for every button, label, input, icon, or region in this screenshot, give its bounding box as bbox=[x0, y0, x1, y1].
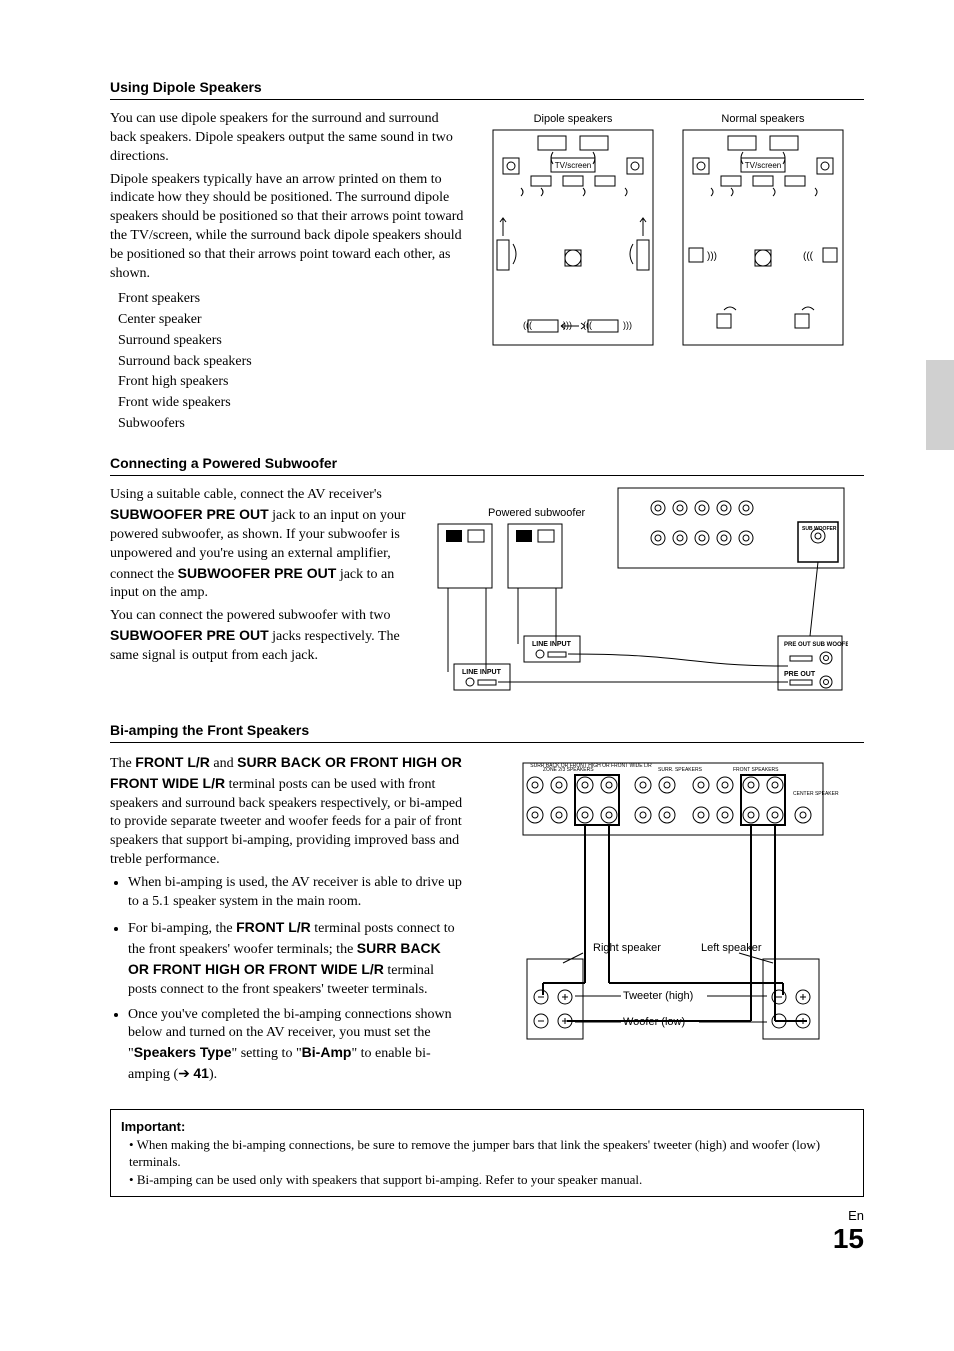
speaker-list: Front speakers Center speaker Surround s… bbox=[110, 290, 465, 434]
biamp-bullet-3: Once you've completed the bi-amping conn… bbox=[128, 1006, 465, 1086]
speaker-list-item: Center speaker bbox=[118, 311, 465, 330]
speaker-list-item: Subwoofers bbox=[118, 415, 465, 434]
svg-text:FRONT SPEAKERS: FRONT SPEAKERS bbox=[733, 767, 779, 773]
biamp-diagram: ZONE 2/3 SPEAKERS SURR BACK OR FRONT HIG… bbox=[483, 753, 864, 1091]
svg-text:Woofer (low): Woofer (low) bbox=[623, 1016, 685, 1028]
svg-text:(((: ((( bbox=[583, 320, 592, 330]
dipole-para2: Dipole speakers typically have an arrow … bbox=[110, 171, 465, 284]
important-box: Important: • When making the bi-amping c… bbox=[110, 1109, 864, 1197]
speaker-list-item: Front wide speakers bbox=[118, 394, 465, 413]
svg-text:(((: ((( bbox=[523, 320, 532, 330]
speaker-list-item: Surround back speakers bbox=[118, 353, 465, 372]
svg-text:Tweeter (high): Tweeter (high) bbox=[623, 990, 693, 1002]
dipole-diagram: Dipole speakers TV/screen bbox=[483, 110, 864, 436]
section-title-biamp: Bi-amping the Front Speakers bbox=[110, 721, 864, 743]
svg-text:SUB WOOFER: SUB WOOFER bbox=[802, 526, 837, 532]
section-title-dipole: Using Dipole Speakers bbox=[110, 78, 864, 100]
biamp-bullet-1: When bi-amping is used, the AV receiver … bbox=[128, 874, 465, 912]
important-heading: Important: bbox=[121, 1118, 853, 1136]
dipole-para1: You can use dipole speakers for the surr… bbox=[110, 110, 465, 167]
page-lang: En bbox=[110, 1207, 864, 1225]
important-note-1: When making the bi-amping connections, b… bbox=[129, 1137, 820, 1170]
sub-para1: Using a suitable cable, connect the AV r… bbox=[110, 486, 410, 603]
page-number: 15 bbox=[110, 1225, 864, 1253]
svg-text:TV/screen: TV/screen bbox=[555, 161, 591, 170]
svg-text:(((: ((( bbox=[803, 251, 814, 262]
svg-text:LINE INPUT: LINE INPUT bbox=[462, 669, 502, 676]
svg-text:TV/screen: TV/screen bbox=[745, 161, 781, 170]
svg-text:))): ))) bbox=[707, 251, 717, 262]
svg-text:))): ))) bbox=[623, 320, 632, 330]
svg-text:PRE OUT SUB WOOFER: PRE OUT SUB WOOFER bbox=[784, 642, 848, 648]
sub-para2: You can connect the powered subwoofer wi… bbox=[110, 607, 410, 666]
subwoofer-diagram: Powered subwoofer LINE INPUT LINE INPUT bbox=[428, 486, 864, 703]
svg-text:LINE INPUT: LINE INPUT bbox=[532, 641, 572, 648]
biamp-para: The FRONT L/R and SURR BACK OR FRONT HIG… bbox=[110, 753, 465, 870]
svg-text:SURR. SPEAKERS: SURR. SPEAKERS bbox=[658, 767, 703, 773]
biamp-bullet-2: For bi-amping, the FRONT L/R terminal po… bbox=[128, 918, 465, 1000]
svg-text:CENTER SPEAKER: CENTER SPEAKER bbox=[793, 791, 839, 797]
dipole-label: Dipole speakers bbox=[534, 113, 613, 125]
speaker-list-item: Front high speakers bbox=[118, 373, 465, 392]
svg-text:PRE OUT: PRE OUT bbox=[784, 671, 816, 678]
svg-text:Left speaker: Left speaker bbox=[701, 942, 762, 954]
speaker-list-item: Surround speakers bbox=[118, 332, 465, 351]
biamp-bullets: When bi-amping is used, the AV receiver … bbox=[110, 874, 465, 1085]
speaker-list-item: Front speakers bbox=[118, 290, 465, 309]
svg-text:Powered subwoofer: Powered subwoofer bbox=[488, 507, 586, 519]
svg-text:))): ))) bbox=[563, 320, 572, 330]
page-footer: En 15 bbox=[110, 1207, 864, 1253]
svg-text:Normal speakers: Normal speakers bbox=[721, 113, 805, 125]
svg-text:SURR BACK OR FRONT HIGH OR FRO: SURR BACK OR FRONT HIGH OR FRONT WIDE L/… bbox=[530, 763, 652, 769]
svg-text:Right speaker: Right speaker bbox=[593, 942, 661, 954]
important-note-2: Bi-amping can be used only with speakers… bbox=[137, 1172, 642, 1187]
section-title-subwoofer: Connecting a Powered Subwoofer bbox=[110, 454, 864, 476]
